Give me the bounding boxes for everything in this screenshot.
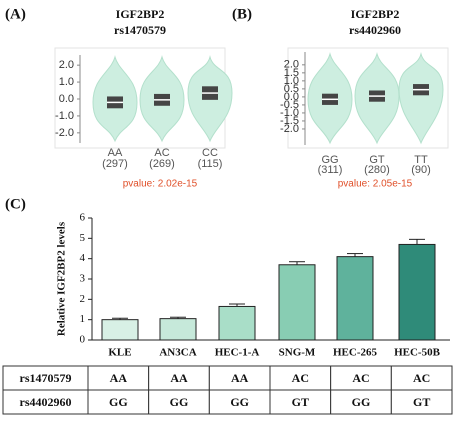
table-cell [269, 365, 332, 391]
count-label: (269) [149, 158, 175, 170]
x-tick-label: KLE [108, 347, 131, 359]
table-cell [148, 389, 210, 415]
y-tick-label: -0.5 [280, 99, 299, 111]
bar [398, 243, 436, 341]
table-cell [2, 365, 89, 391]
x-tick-label: TT [414, 154, 428, 166]
table-cell [390, 365, 453, 391]
y-tick-label: -1.0 [280, 107, 299, 119]
y-tick-label: 0.5 [284, 83, 299, 95]
x-tick-label: AA [108, 147, 123, 159]
x-tick-label: CC [202, 147, 218, 159]
bar [218, 305, 256, 341]
y-tick-label: -1.5 [280, 115, 299, 127]
table-cell [330, 389, 392, 415]
table-cell [269, 389, 332, 415]
chart-title: IGF2BP2 [351, 7, 400, 21]
panel-label: (B) [232, 6, 252, 22]
table-cell [390, 389, 453, 415]
table-text: AA [170, 371, 188, 385]
y-tick-label: -2.0 [280, 123, 299, 135]
table-text: rs1470579 [20, 371, 72, 385]
y-tick-label: 1.0 [59, 76, 74, 88]
bar [336, 256, 374, 341]
count-label: (115) [198, 158, 223, 170]
table-cell [87, 389, 150, 415]
annotation: pvalue: 2.05e-15 [338, 179, 413, 190]
table-text: AC [413, 371, 430, 385]
y-tick-label: 2 [80, 293, 86, 305]
table-text: GG [109, 395, 128, 409]
table-text: AA [110, 371, 128, 385]
bar [101, 319, 139, 341]
x-tick-label: HEC-50B [394, 347, 441, 359]
x-tick-label: AC [154, 147, 169, 159]
y-tick-label: 0 [80, 334, 86, 346]
y-tick-label: 2.0 [284, 59, 299, 71]
table-text: AA [231, 371, 249, 385]
count-label: (90) [411, 164, 431, 176]
x-tick-label: GG [321, 154, 338, 166]
x-tick-label: HEC-265 [333, 347, 378, 359]
y-tick-label: -1.0 [55, 110, 74, 122]
y-tick-label: 4 [80, 252, 86, 264]
y-tick-label: 5 [80, 232, 86, 244]
y-tick-label: 0.0 [284, 91, 299, 103]
y-tick-label: 2.0 [59, 59, 74, 71]
y-tick-label: -2.0 [55, 127, 74, 139]
count-label: (297) [102, 158, 128, 170]
table-text: rs4402960 [20, 395, 72, 409]
x-tick-label: AN3CA [159, 347, 196, 359]
table-text: GT [413, 395, 430, 409]
table-text: GG [352, 395, 371, 409]
chart-subtitle: rs1470579 [114, 23, 166, 37]
bar [278, 264, 316, 341]
table-text: GT [292, 395, 309, 409]
chart-title: IGF2BP2 [116, 7, 165, 21]
annotation: pvalue: 2.02e-15 [123, 179, 198, 190]
table-cell [148, 365, 210, 391]
chart-subtitle: rs4402960 [349, 23, 401, 37]
panel-label: (A) [5, 6, 26, 22]
y-tick-label: 3 [80, 273, 86, 285]
table-text: GG [170, 395, 189, 409]
table-text: AC [352, 371, 369, 385]
panel-label: (C) [5, 196, 26, 212]
y-tick-label: 0.0 [59, 93, 74, 105]
violin [398, 52, 444, 145]
y-tick-label: 1 [80, 313, 86, 325]
x-tick-label: GT [369, 154, 385, 166]
y-tick-label: 6 [80, 212, 86, 224]
y-tick-label: 1.0 [284, 75, 299, 87]
x-tick-label: HEC-1-A [215, 347, 260, 359]
count-label: (311) [318, 164, 343, 176]
table-text: AC [292, 371, 309, 385]
y-axis-label: Relative IGF2BP2 levels [56, 221, 68, 336]
panel-frame [287, 47, 449, 149]
y-tick-label: 1.5 [284, 67, 299, 79]
count-label: (280) [364, 164, 390, 176]
x-tick-label: SNG-M [279, 347, 316, 359]
table-text: GG [230, 395, 249, 409]
bar [159, 318, 197, 341]
